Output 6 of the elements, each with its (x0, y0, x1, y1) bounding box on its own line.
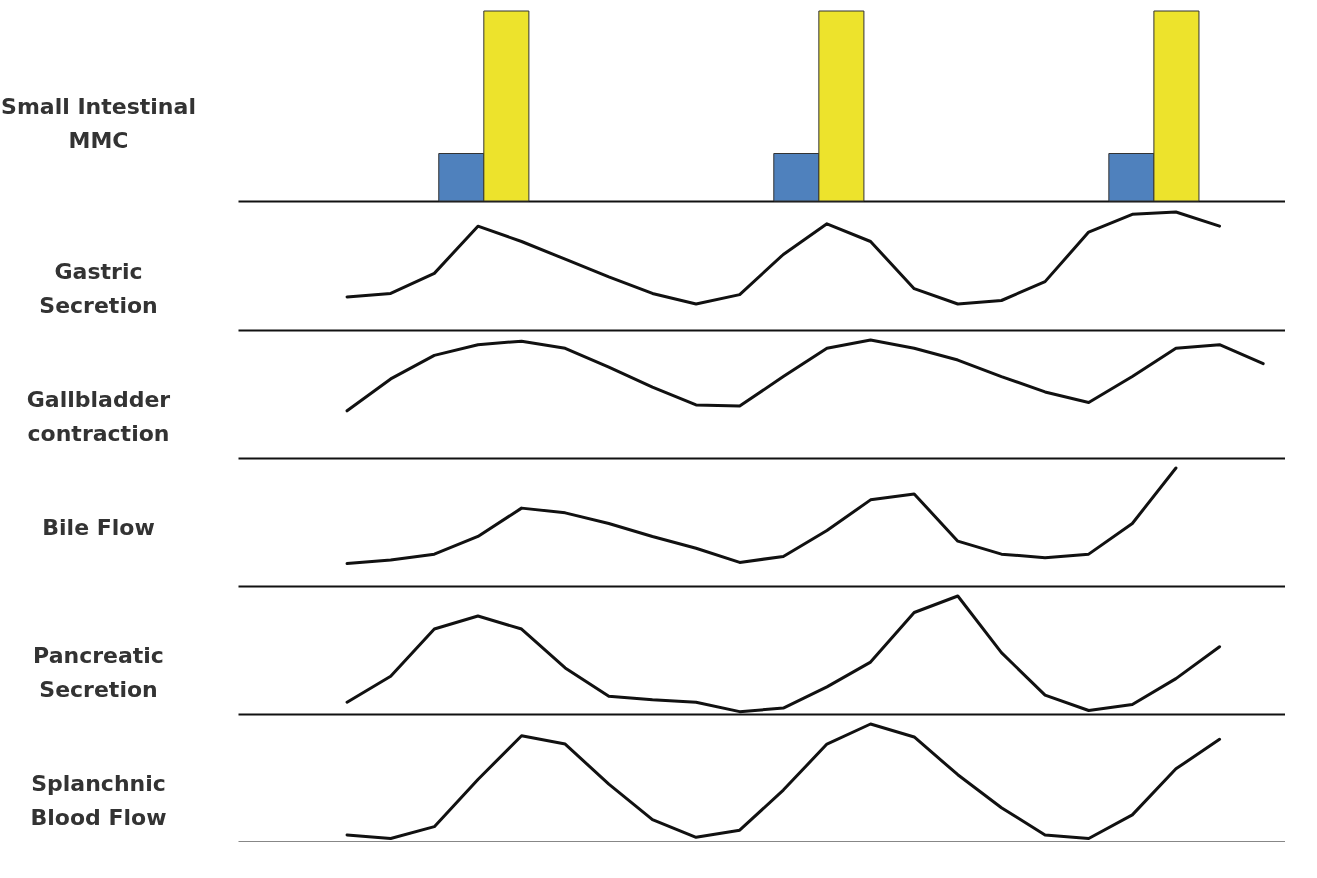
y-axis-title: Splanchnic Blood Flow (30, 770, 167, 830)
y-axis-title: Pancreatic Secretion (33, 642, 164, 702)
y-axis-title: Gallbladder contraction (26, 386, 171, 446)
y-axis-title: Bile Flow (42, 514, 155, 540)
y-axis-title: Gastric Secretion (39, 258, 158, 318)
y-axis-title: Small Intestinal MMC (1, 93, 196, 153)
